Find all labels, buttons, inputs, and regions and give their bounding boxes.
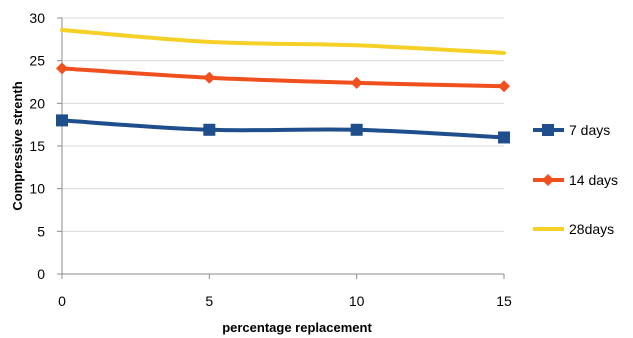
y-tick-label: 20 [29, 95, 45, 111]
legend-marker-7-days [542, 124, 554, 136]
data-point-7-days [350, 123, 363, 136]
legend-marker-14-days [542, 174, 554, 186]
legend-label-28days: 28days [569, 221, 614, 237]
gridlines [62, 17, 504, 232]
y-axis-title: Compressive strenth [10, 81, 25, 210]
legend-label-14-days: 14 days [569, 172, 618, 188]
legend-label-7-days: 7 days [569, 122, 610, 138]
data-point-14-days [498, 80, 510, 93]
y-tick-label: 5 [37, 223, 45, 239]
data-point-14-days [203, 71, 216, 84]
axes [57, 17, 505, 279]
data-point-7-days [203, 123, 216, 136]
series-line-7-days [60, 118, 506, 140]
legend: 7 days 14 days 28days [533, 122, 618, 237]
data-point-7-days [56, 114, 68, 127]
y-tick-label: 0 [37, 266, 45, 282]
x-tick-label: 15 [496, 293, 512, 309]
data-point-7-days [498, 131, 510, 144]
y-tick-label: 30 [29, 10, 45, 26]
x-tick-label: 0 [58, 293, 66, 309]
data-point-14-days [56, 62, 68, 75]
x-axis-title: percentage replacement [222, 320, 372, 335]
y-tick-label: 25 [29, 53, 45, 69]
series-group [56, 27, 510, 144]
y-tick-label: 10 [29, 181, 45, 197]
y-tick-label: 15 [29, 138, 45, 154]
x-tick-label: 10 [349, 293, 365, 309]
series-line-28days [60, 27, 506, 55]
data-point-14-days [350, 76, 363, 89]
x-tick-label: 5 [205, 293, 213, 309]
series-line-14-days [60, 66, 506, 89]
tick-labels: 0 5 10 15 20 25 30 0 5 10 15 [29, 10, 512, 309]
